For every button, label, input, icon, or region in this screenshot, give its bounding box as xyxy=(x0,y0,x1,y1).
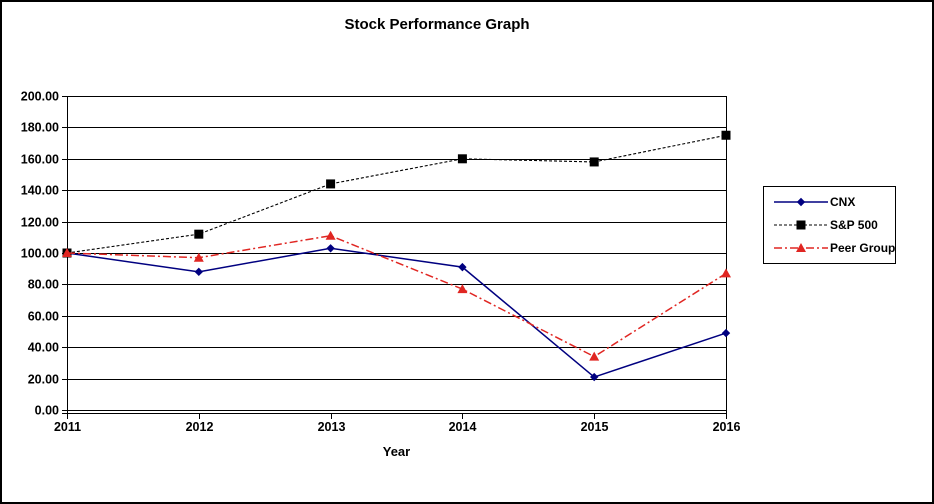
triangle-marker xyxy=(457,284,468,294)
square-marker xyxy=(589,157,599,167)
x-axis-title: Year xyxy=(382,444,411,459)
triangle-marker xyxy=(325,230,336,240)
legend-item-cnx: CNX xyxy=(773,195,895,209)
y-tick-label: 80.00 xyxy=(28,278,59,292)
legend-box: CNX S&P 500 Peer Group xyxy=(763,186,896,264)
triangle-marker xyxy=(589,351,600,361)
sp500-line-sample-icon xyxy=(774,220,828,230)
x-tick-label: 2015 xyxy=(581,420,609,434)
square-marker xyxy=(721,130,731,140)
y-tick-label: 140.00 xyxy=(21,184,59,198)
y-tick-label: 100.00 xyxy=(21,247,59,261)
legend-label-peer-group: Peer Group xyxy=(830,240,896,255)
square-marker xyxy=(457,154,467,164)
triangle-marker xyxy=(193,252,204,262)
diamond-marker xyxy=(590,372,599,382)
y-tick-label: 120.00 xyxy=(21,216,59,230)
x-tick-label: 2016 xyxy=(713,420,741,434)
triangle-marker xyxy=(721,268,731,278)
x-tick-label: 2012 xyxy=(186,420,214,434)
x-tick-label: 2014 xyxy=(449,420,477,434)
diamond-marker xyxy=(326,244,335,253)
diamond-marker xyxy=(458,262,467,272)
legend-item-sp500: S&P 500 xyxy=(773,218,895,232)
peer-group-line-sample-icon xyxy=(774,242,828,252)
y-tick-label: 180.00 xyxy=(21,121,59,135)
gridlines-group xyxy=(62,96,726,411)
diamond-marker xyxy=(721,328,731,338)
square-marker xyxy=(326,179,336,189)
series-cnx xyxy=(62,244,731,382)
series-s-p-500 xyxy=(62,130,731,258)
diamond-marker xyxy=(194,267,203,277)
x-tick-label: 2011 xyxy=(54,420,81,434)
cnx-line-sample-icon xyxy=(774,198,828,207)
y-tick-label: 200.00 xyxy=(21,90,59,104)
series-line xyxy=(66,134,727,254)
series-line xyxy=(66,234,727,358)
square-marker xyxy=(796,220,806,230)
legend-label-cnx: CNX xyxy=(830,195,856,210)
y-tick-label: 60.00 xyxy=(28,310,59,324)
series-peer-group xyxy=(62,230,731,361)
legend-label-sp500: S&P 500 xyxy=(830,217,878,232)
y-tick-label: 0.00 xyxy=(35,404,59,418)
y-tick-label: 160.00 xyxy=(21,153,59,167)
axes-group xyxy=(62,96,727,419)
diamond-marker xyxy=(796,198,806,207)
triangle-marker xyxy=(796,242,806,252)
square-marker xyxy=(194,229,204,239)
chart-title: Stock Performance Graph xyxy=(344,16,530,33)
y-tick-label: 20.00 xyxy=(28,373,59,387)
y-tick-label: 40.00 xyxy=(28,341,59,355)
x-tick-label: 2013 xyxy=(318,420,346,434)
triangle-marker xyxy=(62,248,72,257)
legend-item-peer-group: Peer Group xyxy=(773,241,895,255)
series-line xyxy=(66,247,727,378)
